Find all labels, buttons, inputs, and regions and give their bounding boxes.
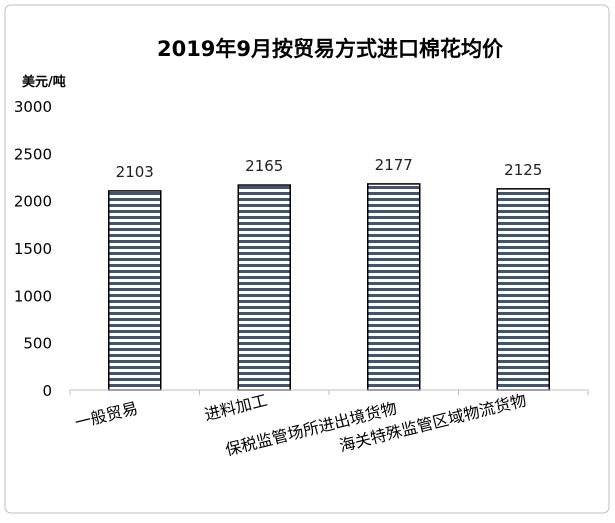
y-axis-label: 美元/吨 <box>22 74 66 90</box>
bar <box>496 188 550 391</box>
y-tick-label: 3000 <box>14 98 52 116</box>
data-label: 2165 <box>245 157 283 175</box>
data-label: 2177 <box>375 156 413 174</box>
bar <box>108 190 162 391</box>
data-label: 2125 <box>504 161 542 179</box>
data-label: 2103 <box>116 163 154 181</box>
y-tick-label: 1000 <box>14 287 52 305</box>
bar <box>367 183 421 391</box>
y-tick-label: 0 <box>42 382 52 400</box>
y-tick-label: 2500 <box>14 145 52 163</box>
y-tick-label: 500 <box>23 335 52 353</box>
y-tick-label: 2000 <box>14 193 52 211</box>
bar <box>237 184 291 391</box>
y-tick-label: 1500 <box>14 240 52 258</box>
chart-title: 2019年9月按贸易方式进口棉花均价 <box>157 37 504 61</box>
